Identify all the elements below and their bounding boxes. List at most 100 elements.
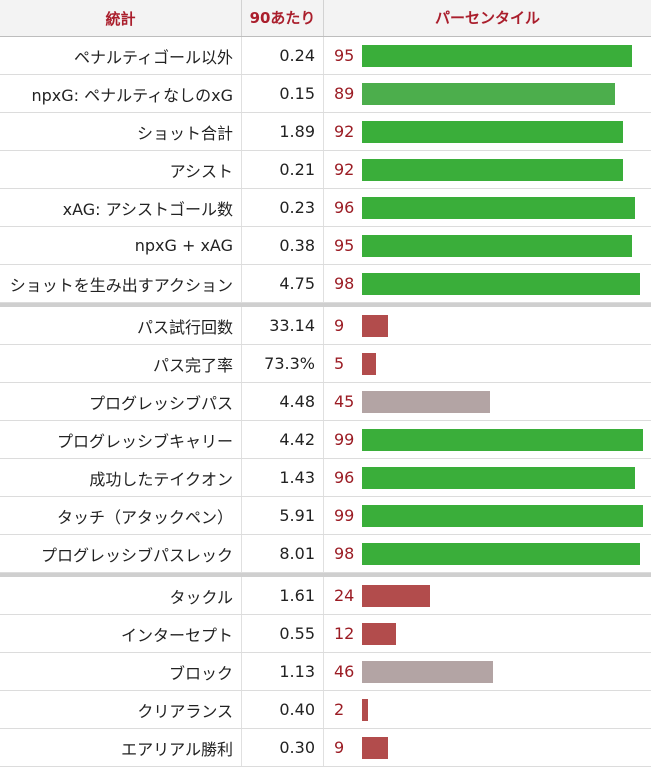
percentile-value: 2 — [334, 700, 345, 719]
table-row: インターセプト 0.55 12 — [0, 615, 651, 653]
stat-name: タックル — [169, 587, 233, 607]
percentile-cell: 95 — [323, 37, 651, 74]
stat-name: ペナルティゴール以外 — [73, 47, 233, 67]
percentile-cell: 2 — [323, 691, 651, 728]
percentile-value: 98 — [334, 274, 355, 293]
stat-name: xAG: アシストゴール数 — [62, 199, 233, 219]
percentile-bar — [362, 584, 430, 607]
percentile-bar — [362, 622, 396, 645]
percentile-bar — [362, 428, 643, 451]
per90-value: 33.14 — [241, 307, 323, 344]
table-row: エアリアル勝利 0.30 9 — [0, 729, 651, 767]
per90-value: 0.21 — [241, 151, 323, 188]
percentile-bar-track — [362, 272, 646, 295]
percentile-bar — [362, 504, 643, 527]
table-row: クリアランス 0.40 2 — [0, 691, 651, 729]
percentile-bar-track — [362, 660, 646, 683]
percentile-value: 89 — [334, 84, 355, 103]
per90-value: 4.48 — [241, 383, 323, 420]
percentile-value: 12 — [334, 624, 355, 643]
percentile-value: 92 — [334, 122, 355, 141]
percentile-bar-track — [362, 584, 646, 607]
table-row: ペナルティゴール以外 0.24 95 — [0, 37, 651, 75]
percentile-bar — [362, 352, 376, 375]
per90-value: 1.89 — [241, 113, 323, 150]
percentile-cell: 9 — [323, 307, 651, 344]
table-body: ペナルティゴール以外 0.24 95 npxG: ペナルティなしのxG 0.15 89 ショ… — [0, 37, 651, 767]
percentile-bar-track — [362, 736, 646, 759]
stat-name: npxG: ペナルティなしのxG — [31, 85, 233, 105]
percentile-bar — [362, 698, 368, 721]
stat-name: インターセプト — [120, 625, 233, 645]
per90-value: 1.13 — [241, 653, 323, 690]
group-separator — [0, 573, 651, 577]
stat-name: プログレッシブパス — [88, 393, 233, 413]
stat-name: プログレッシブパスレック — [40, 545, 233, 565]
table-header: 統計 90あたり パーセンタイル — [0, 0, 651, 37]
percentile-value: 92 — [334, 160, 355, 179]
percentile-value: 98 — [334, 544, 355, 563]
percentile-value: 95 — [334, 46, 355, 65]
percentile-bar — [362, 196, 635, 219]
percentile-value: 9 — [334, 738, 345, 757]
table-row: 成功したテイクオン 1.43 96 — [0, 459, 651, 497]
percentile-cell: 99 — [323, 421, 651, 458]
per90-value: 73.3% — [241, 345, 323, 382]
percentile-cell: 9 — [323, 729, 651, 766]
percentile-cell: 46 — [323, 653, 651, 690]
table-row: npxG: ペナルティなしのxG 0.15 89 — [0, 75, 651, 113]
percentile-bar — [362, 158, 623, 181]
percentile-bar-track — [362, 622, 646, 645]
percentile-bar — [362, 660, 493, 683]
percentile-cell: 92 — [323, 113, 651, 150]
stat-column-header[interactable]: 統計 — [105, 9, 136, 28]
table-row: ブロック 1.13 46 — [0, 653, 651, 691]
table-row: タッチ（アタックペン） 5.91 99 — [0, 497, 651, 535]
stat-name: パス完了率 — [152, 355, 233, 375]
per90-value: 1.43 — [241, 459, 323, 496]
percentile-cell: 98 — [323, 265, 651, 302]
percentile-value: 24 — [334, 586, 355, 605]
per90-value: 4.42 — [241, 421, 323, 458]
percentile-bar-track — [362, 352, 646, 375]
percentile-value: 45 — [334, 392, 355, 411]
per90-value: 4.75 — [241, 265, 323, 302]
percentile-value: 9 — [334, 316, 345, 335]
percentile-column-header[interactable]: パーセンタイル — [323, 0, 651, 36]
percentile-cell: 45 — [323, 383, 651, 420]
percentile-bar-track — [362, 120, 646, 143]
stat-name: ショット合計 — [136, 123, 233, 143]
per90-value: 5.91 — [241, 497, 323, 534]
table-row: タックル 1.61 24 — [0, 577, 651, 615]
stat-name: プログレッシブキャリー — [56, 431, 233, 451]
table-row: プログレッシブパス 4.48 45 — [0, 383, 651, 421]
percentile-bar-track — [362, 196, 646, 219]
group-separator — [0, 303, 651, 307]
percentile-bar — [362, 234, 632, 257]
percentile-value: 95 — [334, 236, 355, 255]
table-row: npxG + xAG 0.38 95 — [0, 227, 651, 265]
percentile-value: 5 — [334, 354, 345, 373]
percentile-bar-track — [362, 428, 646, 451]
percentile-cell: 96 — [323, 189, 651, 226]
per90-column-header[interactable]: 90あたり — [241, 0, 323, 36]
percentile-bar-track — [362, 44, 646, 67]
table-row: プログレッシブパスレック 8.01 98 — [0, 535, 651, 573]
percentile-bar-track — [362, 504, 646, 527]
percentile-cell: 95 — [323, 227, 651, 264]
percentile-bar-track — [362, 542, 646, 565]
percentile-bar-track — [362, 234, 646, 257]
percentile-cell: 98 — [323, 535, 651, 572]
per90-value: 8.01 — [241, 535, 323, 572]
percentile-cell: 99 — [323, 497, 651, 534]
per90-value: 0.23 — [241, 189, 323, 226]
stat-name: パス試行回数 — [136, 317, 233, 337]
percentile-bar — [362, 314, 388, 337]
table-row: アシスト 0.21 92 — [0, 151, 651, 189]
percentile-cell: 24 — [323, 577, 651, 614]
percentile-bar — [362, 44, 632, 67]
percentile-bar-track — [362, 314, 646, 337]
percentile-bar — [362, 736, 388, 759]
per90-value: 0.55 — [241, 615, 323, 652]
